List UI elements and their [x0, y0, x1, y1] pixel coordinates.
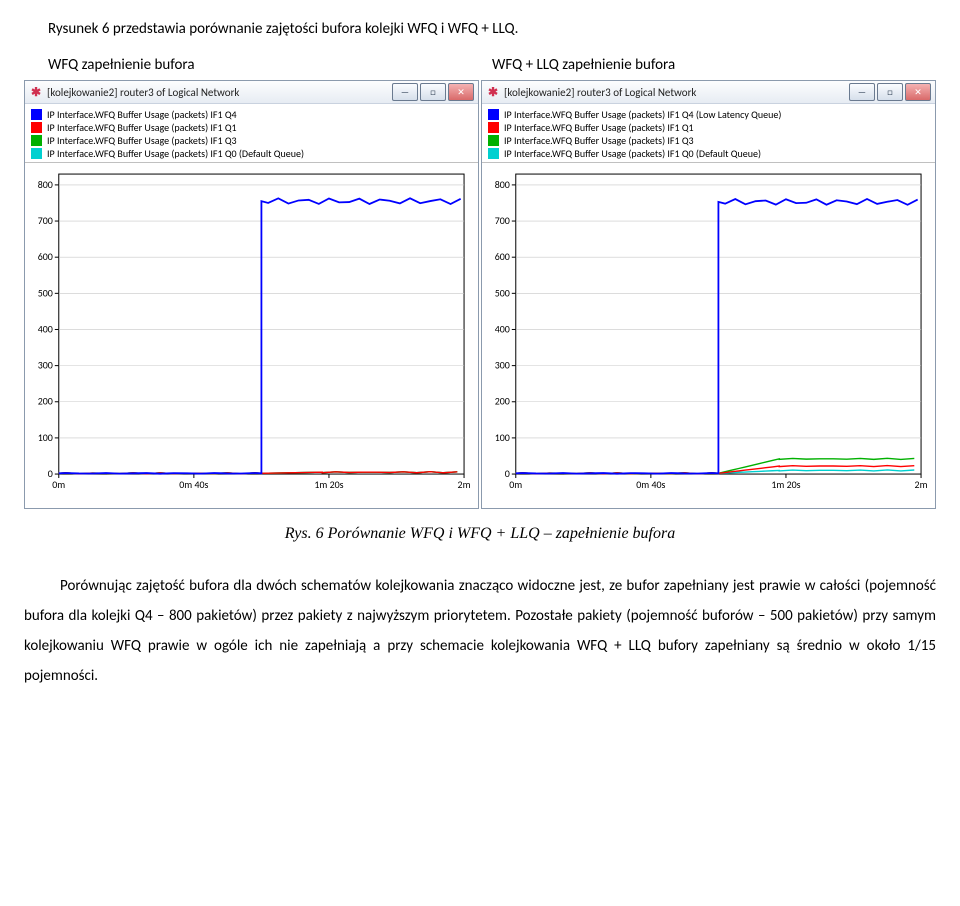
svg-text:600: 600 — [38, 251, 53, 263]
legend-label: IP Interface.WFQ Buffer Usage (packets) … — [504, 121, 694, 134]
legend-swatch — [31, 135, 42, 146]
svg-text:100: 100 — [495, 432, 510, 444]
svg-text:800: 800 — [38, 179, 53, 191]
app-icon: ✱ — [486, 85, 500, 99]
chart-header-row: WFQ zapełnienie bufora WFQ + LLQ zapełni… — [48, 56, 936, 74]
svg-text:500: 500 — [38, 287, 53, 299]
svg-text:2m: 2m — [458, 479, 471, 491]
legend-right: IP Interface.WFQ Buffer Usage (packets) … — [482, 104, 935, 163]
legend-swatch — [488, 148, 499, 159]
window-title-right: [kolejkowanie2] router3 of Logical Netwo… — [504, 86, 849, 99]
intro-paragraph: Rysunek 6 przedstawia porównanie zajętoś… — [48, 20, 936, 38]
window-title-left: [kolejkowanie2] router3 of Logical Netwo… — [47, 86, 392, 99]
legend-left: IP Interface.WFQ Buffer Usage (packets) … — [25, 104, 478, 163]
legend-item: IP Interface.WFQ Buffer Usage (packets) … — [31, 134, 472, 147]
chart-header-left: WFQ zapełnienie bufora — [48, 56, 492, 74]
figure-caption: Rys. 6 Porównanie WFQ i WFQ + LLQ – zape… — [24, 525, 936, 543]
legend-item: IP Interface.WFQ Buffer Usage (packets) … — [488, 108, 929, 121]
svg-text:600: 600 — [495, 251, 510, 263]
maximize-button[interactable]: □ — [877, 83, 903, 101]
legend-item: IP Interface.WFQ Buffer Usage (packets) … — [31, 147, 472, 160]
chart-plot-right: 01002003004005006007008000m0m 40s1m 20s2… — [482, 163, 935, 508]
svg-text:0m 40s: 0m 40s — [636, 479, 665, 491]
legend-swatch — [488, 122, 499, 133]
svg-text:2m: 2m — [915, 479, 928, 491]
legend-label: IP Interface.WFQ Buffer Usage (packets) … — [47, 134, 237, 147]
svg-text:200: 200 — [495, 396, 510, 408]
legend-swatch — [31, 109, 42, 120]
close-button[interactable]: ✕ — [448, 83, 474, 101]
body-paragraph: Porównując zajętość bufora dla dwóch sch… — [24, 571, 936, 691]
legend-label: IP Interface.WFQ Buffer Usage (packets) … — [504, 134, 694, 147]
svg-text:0m: 0m — [52, 479, 65, 491]
legend-swatch — [488, 109, 499, 120]
titlebar-left: ✱ [kolejkowanie2] router3 of Logical Net… — [25, 81, 478, 104]
svg-text:1m 20s: 1m 20s — [771, 479, 800, 491]
svg-text:100: 100 — [38, 432, 53, 444]
minimize-button[interactable]: — — [849, 83, 875, 101]
svg-text:400: 400 — [38, 323, 53, 335]
svg-text:200: 200 — [38, 396, 53, 408]
legend-label: IP Interface.WFQ Buffer Usage (packets) … — [504, 108, 781, 121]
titlebar-right: ✱ [kolejkowanie2] router3 of Logical Net… — [482, 81, 935, 104]
chart-plot-left: 01002003004005006007008000m0m 40s1m 20s2… — [25, 163, 478, 508]
legend-swatch — [31, 122, 42, 133]
legend-label: IP Interface.WFQ Buffer Usage (packets) … — [504, 147, 761, 160]
svg-text:800: 800 — [495, 179, 510, 191]
minimize-button[interactable]: — — [392, 83, 418, 101]
legend-label: IP Interface.WFQ Buffer Usage (packets) … — [47, 108, 237, 121]
svg-text:400: 400 — [495, 323, 510, 335]
app-icon: ✱ — [29, 85, 43, 99]
svg-text:700: 700 — [38, 215, 53, 227]
svg-text:700: 700 — [495, 215, 510, 227]
legend-swatch — [31, 148, 42, 159]
close-button[interactable]: ✕ — [905, 83, 931, 101]
svg-text:1m 20s: 1m 20s — [314, 479, 343, 491]
legend-item: IP Interface.WFQ Buffer Usage (packets) … — [31, 121, 472, 134]
legend-item: IP Interface.WFQ Buffer Usage (packets) … — [488, 147, 929, 160]
legend-item: IP Interface.WFQ Buffer Usage (packets) … — [488, 121, 929, 134]
svg-text:0m 40s: 0m 40s — [179, 479, 208, 491]
maximize-button[interactable]: □ — [420, 83, 446, 101]
chart-window-right: ✱ [kolejkowanie2] router3 of Logical Net… — [481, 80, 936, 509]
chart-header-right: WFQ + LLQ zapełnienie bufora — [492, 56, 936, 74]
legend-item: IP Interface.WFQ Buffer Usage (packets) … — [488, 134, 929, 147]
legend-swatch — [488, 135, 499, 146]
figure-pair: ✱ [kolejkowanie2] router3 of Logical Net… — [24, 80, 936, 509]
svg-text:300: 300 — [38, 360, 53, 372]
chart-window-left: ✱ [kolejkowanie2] router3 of Logical Net… — [24, 80, 479, 509]
svg-text:300: 300 — [495, 360, 510, 372]
legend-item: IP Interface.WFQ Buffer Usage (packets) … — [31, 108, 472, 121]
legend-label: IP Interface.WFQ Buffer Usage (packets) … — [47, 121, 237, 134]
svg-text:0m: 0m — [509, 479, 522, 491]
svg-text:500: 500 — [495, 287, 510, 299]
legend-label: IP Interface.WFQ Buffer Usage (packets) … — [47, 147, 304, 160]
